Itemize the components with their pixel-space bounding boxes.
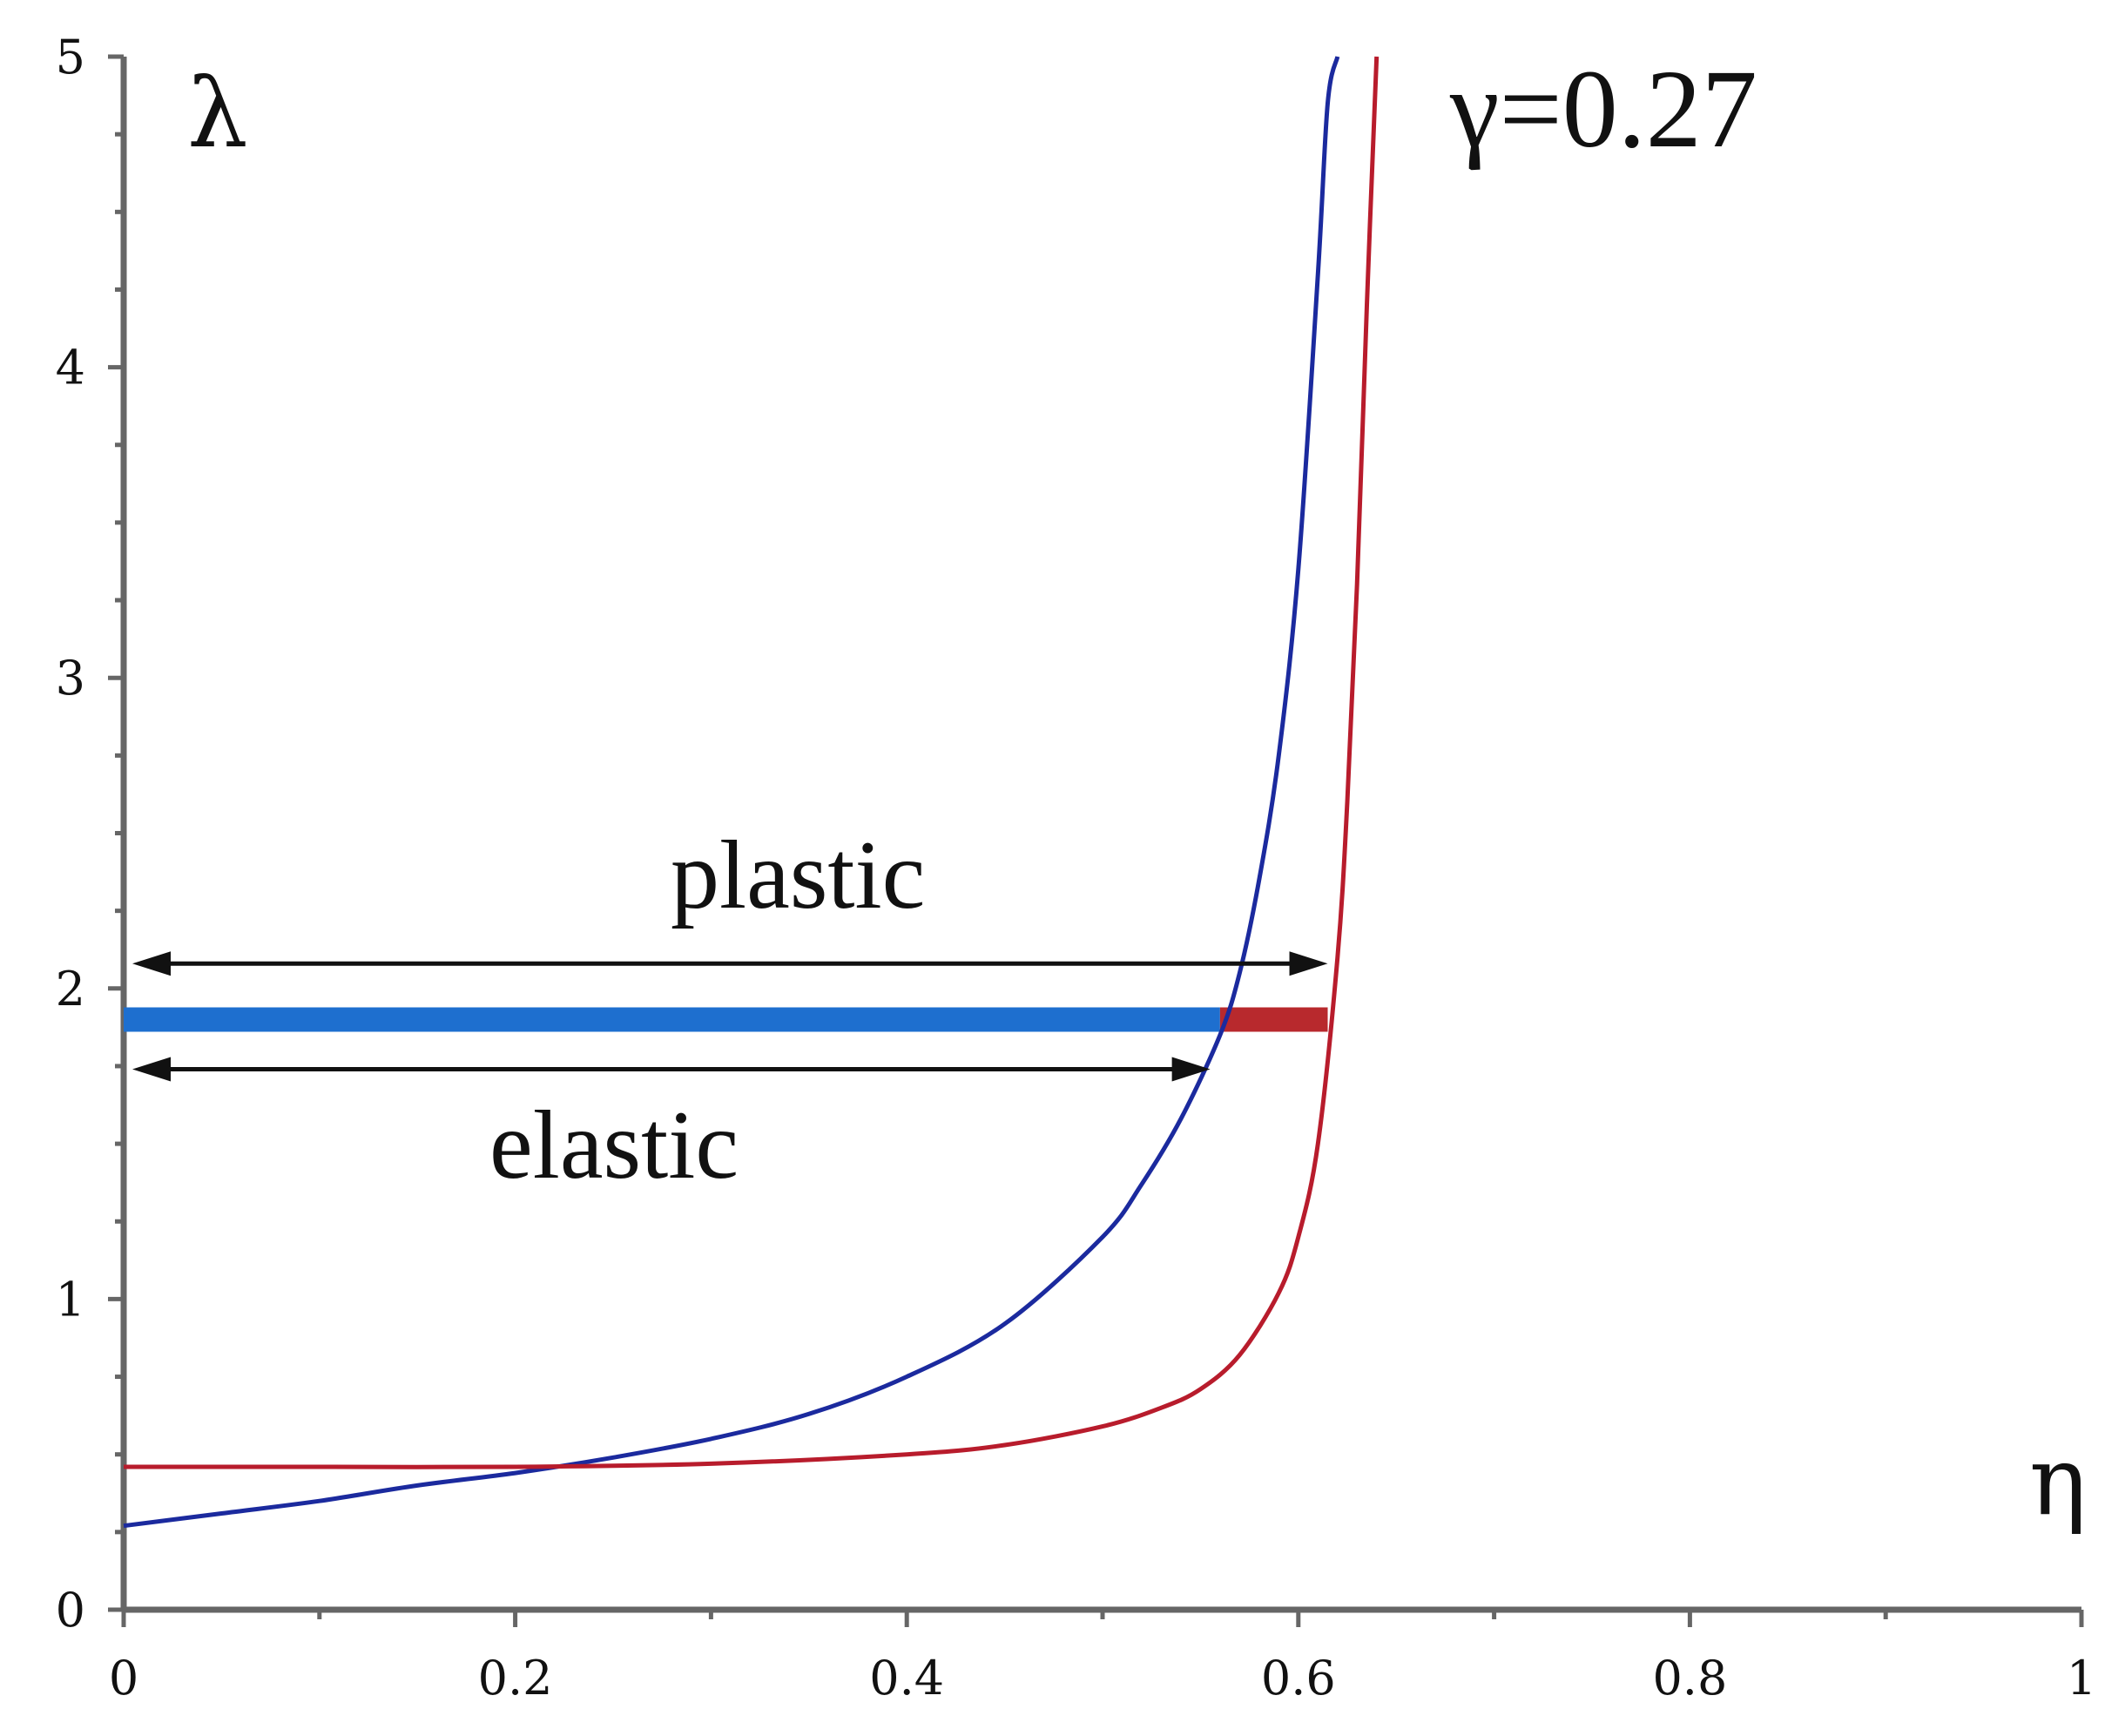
x-tick-label: 0.8 [1652, 1651, 1727, 1706]
region-arrows [132, 951, 1328, 1082]
ticks: 0 0.2 0.4 0.6 0.8 1 0 1 2 3 4 5 [56, 30, 2097, 1706]
x-tick-label: 0 [109, 1651, 138, 1706]
y-tick-label: 5 [56, 30, 85, 84]
elastic-label: elastic [489, 1091, 739, 1199]
elastic-arrow-head-right [1171, 1057, 1211, 1082]
y-tick-label: 4 [56, 341, 85, 395]
gamma-annotation: γ=0.27 [1449, 47, 1757, 171]
series [123, 56, 1380, 1529]
x-axis-label: η [2029, 1425, 2087, 1537]
elastic-arrow-head-left [132, 1057, 171, 1082]
blue-curve [123, 56, 1340, 1529]
x-tick-label: 0.6 [1261, 1651, 1336, 1706]
y-tick-label: 2 [56, 962, 85, 1017]
axes [120, 57, 2081, 1613]
red-curve [123, 56, 1380, 1469]
plastic-label: plastic [671, 821, 925, 929]
x-tick-label: 1 [2067, 1651, 2096, 1706]
x-tick-label: 0.2 [478, 1651, 553, 1706]
y-axis-label: λ [187, 57, 248, 169]
plastic-arrow-head-right [1289, 951, 1328, 976]
x-tick-label: 0.4 [869, 1651, 944, 1706]
plastic-arrow-head-left [132, 951, 171, 976]
y-tick-label: 3 [56, 651, 85, 706]
y-tick-label: 1 [56, 1272, 85, 1327]
y-tick-label: 0 [56, 1583, 85, 1638]
